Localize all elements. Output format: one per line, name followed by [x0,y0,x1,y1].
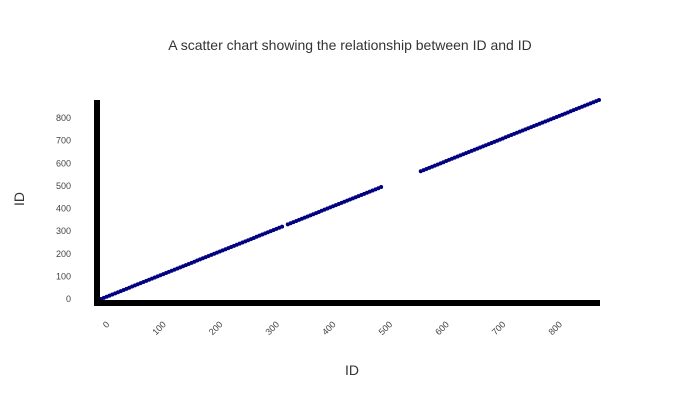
y-tick-label: 200 [56,249,71,259]
x-tick-label: 400 [320,319,338,337]
x-tick-label: 100 [150,319,168,337]
x-tick-label: 800 [546,319,564,337]
chart-title: A scatter chart showing the relationship… [168,37,531,53]
x-axis-ticks: 0 100 200 300 400 500 600 700 800 [101,319,564,337]
x-axis-line [94,300,600,306]
y-tick-label: 600 [56,158,71,168]
x-tick-label: 200 [207,319,225,337]
x-tick-label: 500 [377,319,395,337]
y-tick-label: 100 [56,271,71,281]
y-tick-label: 800 [56,113,71,123]
data-point [379,185,384,190]
y-axis-line [94,100,100,306]
y-tick-label: 700 [56,136,71,146]
y-axis-ticks: 0 100 200 300 400 500 600 700 800 [56,113,71,304]
y-tick-label: 300 [56,226,71,236]
data-point [280,224,285,229]
data-points [99,98,601,301]
y-tick-label: 400 [56,204,71,214]
x-axis-label: ID [345,362,359,378]
x-tick-label: 600 [433,319,451,337]
data-point [597,98,601,102]
x-tick-label: 0 [101,319,112,330]
x-tick-label: 700 [490,319,508,337]
y-axis-label: ID [11,192,27,206]
y-tick-label: 0 [66,294,71,304]
x-tick-label: 300 [263,319,281,337]
y-tick-label: 500 [56,181,71,191]
